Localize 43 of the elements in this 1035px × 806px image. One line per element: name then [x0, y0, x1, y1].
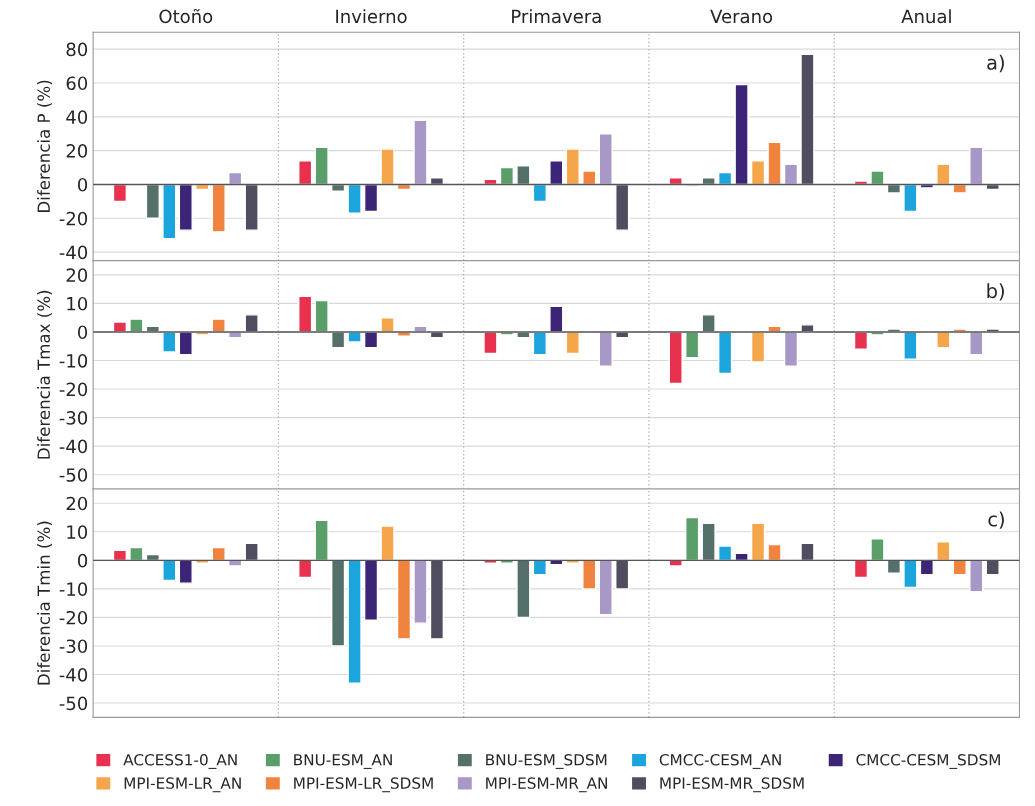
legend-label: BNU-ESM_SDSM: [486, 754, 607, 769]
legend-label: MPI-ESM-MR_SDSM: [660, 777, 804, 793]
legend-label: CMCC-CESM_SDSM: [856, 754, 1000, 769]
y-tick-label: -50: [59, 468, 88, 482]
x-tick-label: Invierno: [336, 9, 407, 24]
annotation: c): [988, 511, 1004, 529]
y-tick-label: 0: [77, 177, 88, 192]
y-tick-label: 20: [66, 268, 88, 282]
y-tick-label: -50: [59, 696, 88, 711]
x-tick-label: Anual: [901, 9, 951, 24]
x-tick-label: Primavera: [512, 9, 601, 24]
y-tick-label: -40: [59, 667, 88, 682]
y-tick-label: -40: [59, 439, 88, 454]
legend-label: MPI-ESM-MR_AN: [486, 777, 607, 793]
legend-label: BNU-ESM_AN: [294, 754, 392, 769]
y-tick-label: -20: [59, 211, 88, 226]
y-axis-title: Diferencia Tmax (%): [37, 290, 52, 459]
y-tick-label: 0: [77, 325, 88, 340]
y-tick-label: 80: [66, 42, 88, 57]
legend-label: MPI-ESM-LR_SDSM: [294, 777, 433, 793]
legend-label: CMCC-CESM_AN: [659, 754, 781, 769]
y-tick-label: 60: [66, 76, 88, 91]
y-tick-label: 0: [77, 553, 88, 568]
y-tick-label: -20: [59, 610, 88, 625]
x-tick-label: Verano: [710, 9, 773, 24]
y-tick-label: -10: [59, 582, 88, 596]
y-tick-label: 10: [67, 525, 88, 539]
y-tick-label: 10: [67, 296, 88, 311]
legend-label: MPI-ESM-LR_AN: [124, 777, 241, 793]
y-tick-label: -30: [59, 411, 88, 425]
y-axis-title: Diferencia Tmin (%): [37, 521, 52, 685]
y-tick-label: -10: [59, 353, 88, 368]
y-tick-label: 20: [66, 144, 88, 158]
y-tick-label: 20: [66, 496, 88, 511]
y-tick-label: -30: [59, 639, 88, 654]
y-tick-label: 40: [66, 110, 88, 124]
annotation: b): [987, 283, 1004, 301]
y-tick-label: -20: [59, 382, 88, 397]
legend-label: ACCESS1-0_AN: [123, 754, 237, 769]
annotation: a): [987, 54, 1004, 73]
x-tick-label: Otoño: [159, 8, 213, 24]
y-axis-title: Diferencia P (%): [37, 80, 52, 212]
y-tick-label: -40: [59, 245, 88, 260]
